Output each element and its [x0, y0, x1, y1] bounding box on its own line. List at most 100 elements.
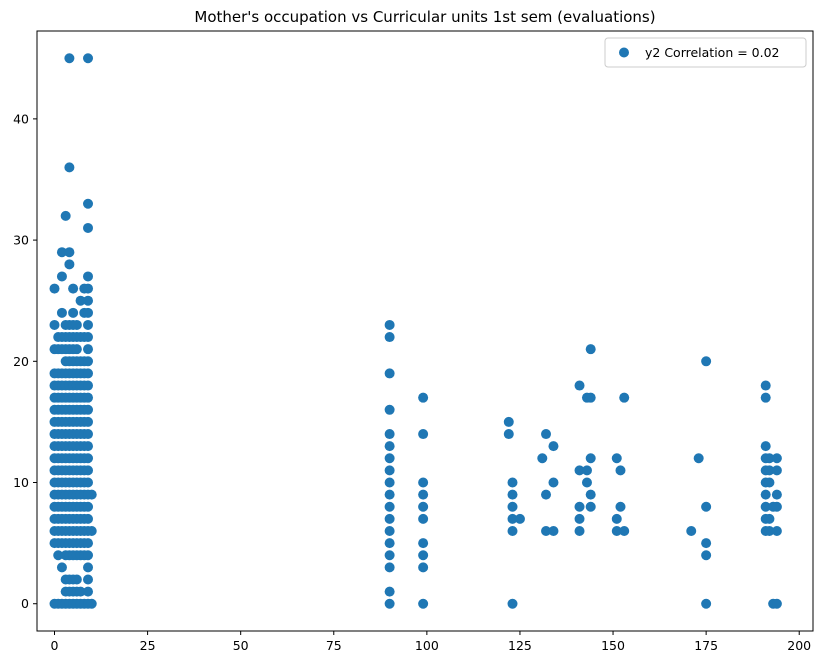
data-point: [71, 574, 82, 585]
data-point: [507, 489, 518, 500]
data-point: [384, 501, 395, 512]
data-point: [83, 356, 94, 367]
data-point: [537, 453, 548, 464]
data-point: [771, 501, 782, 512]
data-point: [418, 489, 429, 500]
data-point: [83, 453, 94, 464]
data-point: [384, 465, 395, 476]
data-point: [701, 501, 712, 512]
data-point: [418, 562, 429, 573]
data-point: [56, 271, 67, 282]
y-tick-label: 40: [13, 111, 29, 126]
legend-marker: [619, 47, 629, 58]
x-tick-label: 75: [326, 638, 342, 653]
data-point: [83, 586, 94, 597]
data-point: [764, 513, 775, 524]
data-point: [701, 356, 712, 367]
data-point: [541, 489, 552, 500]
data-point: [83, 429, 94, 440]
data-point: [507, 598, 518, 609]
data-point: [83, 332, 94, 343]
data-point: [503, 416, 514, 427]
data-point: [585, 501, 596, 512]
data-point: [541, 429, 552, 440]
data-point: [86, 526, 97, 536]
data-point: [83, 404, 94, 415]
data-point: [548, 441, 559, 452]
data-point: [83, 222, 94, 233]
data-point: [574, 465, 585, 476]
data-point: [619, 392, 630, 403]
data-point: [75, 586, 86, 597]
axes-frame: [36, 30, 814, 632]
data-point: [764, 477, 775, 488]
data-point: [64, 259, 75, 270]
x-tick-label: 175: [694, 638, 718, 653]
data-point: [83, 501, 94, 512]
data-point: [53, 550, 64, 561]
data-point: [581, 477, 592, 488]
data-point: [611, 526, 622, 536]
data-point: [86, 598, 97, 609]
data-point: [764, 465, 775, 476]
data-point: [418, 501, 429, 512]
data-point: [384, 489, 395, 500]
data-point: [384, 368, 395, 379]
data-point: [615, 501, 626, 512]
data-point: [507, 526, 518, 536]
data-point: [771, 453, 782, 464]
data-point: [83, 295, 94, 306]
data-point: [83, 271, 94, 282]
data-point: [548, 526, 559, 536]
data-point: [83, 550, 94, 561]
data-point: [384, 453, 395, 464]
data-point: [585, 489, 596, 500]
x-tick-label: 200: [787, 638, 811, 653]
data-point: [384, 429, 395, 440]
x-axis: 0 25 50 75 100 125 150 175 200: [51, 631, 811, 653]
y-tick-label: 0: [21, 596, 29, 611]
data-point: [418, 429, 429, 440]
data-point: [771, 489, 782, 500]
data-point: [507, 501, 518, 512]
y-axis: 0 10 20 30 40: [13, 111, 37, 611]
data-point: [83, 198, 94, 209]
data-point: [384, 538, 395, 549]
data-point: [760, 392, 771, 403]
data-point: [701, 550, 712, 561]
legend-label: y2 Correlation = 0.02: [645, 45, 780, 60]
data-point: [384, 441, 395, 452]
data-point: [771, 598, 782, 609]
data-point: [619, 526, 630, 536]
y-tick-label: 30: [13, 233, 29, 248]
data-point: [83, 380, 94, 391]
data-point: [384, 513, 395, 524]
data-point: [418, 598, 429, 609]
data-point: [548, 477, 559, 488]
data-point: [384, 526, 395, 536]
data-point: [585, 344, 596, 355]
data-point: [68, 283, 79, 294]
data-point: [693, 453, 704, 464]
data-point: [418, 550, 429, 561]
data-point: [384, 477, 395, 488]
legend-box: [604, 37, 807, 68]
data-point: [503, 429, 514, 440]
data-point: [760, 441, 771, 452]
data-point: [64, 247, 75, 258]
data-point: [514, 513, 525, 524]
data-point: [56, 307, 67, 318]
data-point: [64, 162, 75, 173]
data-point: [760, 489, 771, 500]
x-tick-label: 0: [51, 638, 59, 653]
data-point: [771, 465, 782, 476]
data-point: [418, 538, 429, 549]
data-point: [507, 477, 518, 488]
y-tick-label: 10: [13, 475, 29, 490]
data-point: [83, 319, 94, 330]
data-point: [83, 283, 94, 294]
data-point: [760, 501, 771, 512]
data-point: [541, 526, 552, 536]
data-point: [574, 513, 585, 524]
data-point: [581, 465, 592, 476]
